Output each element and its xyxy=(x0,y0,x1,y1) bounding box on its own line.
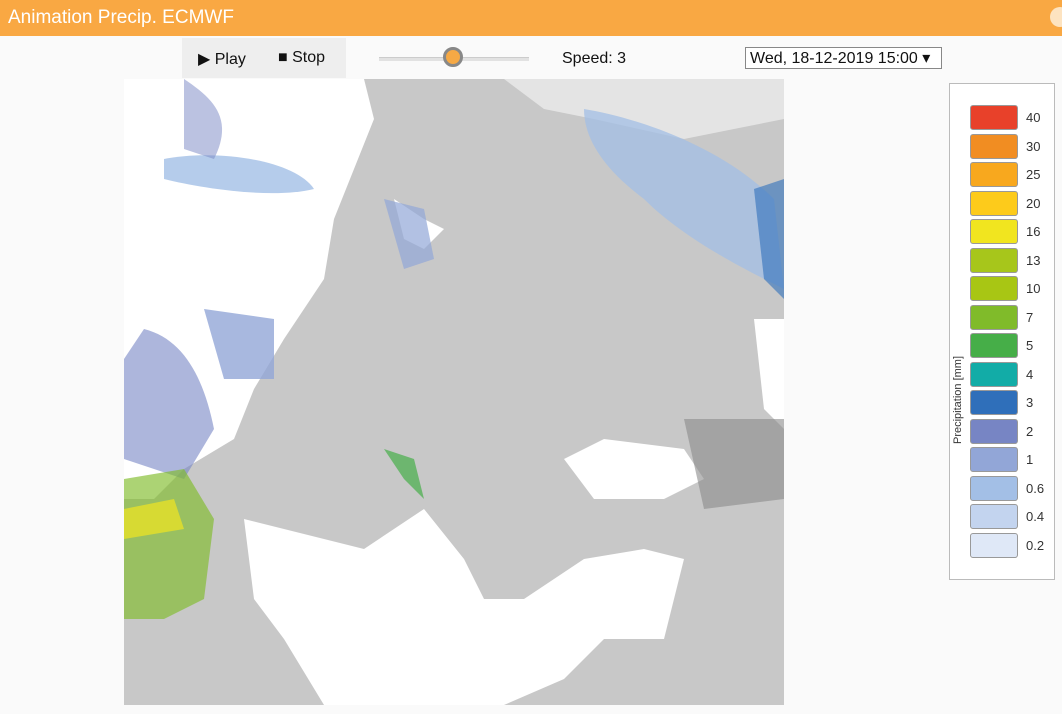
stop-button[interactable]: ■ Stop xyxy=(278,49,326,66)
legend-label: 7 xyxy=(1026,309,1034,325)
legend-label: 25 xyxy=(1026,167,1041,182)
playback-controls: ▶ Play ■ Stop xyxy=(182,38,346,78)
precipitation-legend: Precipitation [mm] 40 30 25 20 16 13 10 7 5 4 3 2 1 0… xyxy=(949,83,1055,580)
legend-swatch xyxy=(970,418,1018,444)
legend-swatch xyxy=(970,304,1018,330)
legend-label: 10 xyxy=(1026,281,1041,296)
legend-swatch xyxy=(970,447,1018,472)
legend-label: 20 xyxy=(1026,195,1041,211)
play-button[interactable]: ▶ Play xyxy=(198,51,246,68)
legend-swatch xyxy=(970,333,1018,358)
legend-label: 40 xyxy=(1026,110,1041,125)
legend-swatch xyxy=(970,190,1018,216)
legend-label: 4 xyxy=(1026,366,1034,382)
legend-swatch xyxy=(970,532,1018,558)
legend-title: Precipitation [mm] xyxy=(952,355,965,445)
legend-label: 0.6 xyxy=(1026,480,1045,496)
legend-label: 30 xyxy=(1026,138,1041,154)
legend-swatch xyxy=(970,133,1018,159)
legend-label: 13 xyxy=(1026,252,1041,268)
legend-label: 5 xyxy=(1026,338,1034,353)
close-button[interactable] xyxy=(1050,7,1062,27)
precipitation-map xyxy=(124,79,784,705)
legend-swatch xyxy=(970,219,1018,244)
legend-swatch xyxy=(970,162,1018,187)
legend-swatch xyxy=(970,105,1018,130)
legend-label: 3 xyxy=(1026,395,1034,410)
title-bar: Animation Precip. ECMWF xyxy=(0,0,1062,36)
legend-swatch xyxy=(970,504,1018,529)
legend-label: 2 xyxy=(1026,423,1034,439)
legend-label: 1 xyxy=(1026,452,1034,467)
legend-label: 0.2 xyxy=(1026,537,1045,553)
legend-swatch xyxy=(970,276,1018,301)
speed-label: Speed: 3 xyxy=(562,50,627,67)
legend-swatch xyxy=(970,390,1018,415)
legend-label: 0.4 xyxy=(1026,509,1045,524)
datetime-select[interactable]: Wed, 18-12-2019 15:00 ▾ xyxy=(745,47,942,69)
legend-swatch xyxy=(970,475,1018,501)
legend-swatch xyxy=(970,361,1018,387)
legend-label: 16 xyxy=(1026,224,1041,239)
window-title: Animation Precip. ECMWF xyxy=(8,7,234,28)
speed-slider-handle[interactable] xyxy=(443,47,463,67)
legend-swatch xyxy=(970,247,1018,273)
